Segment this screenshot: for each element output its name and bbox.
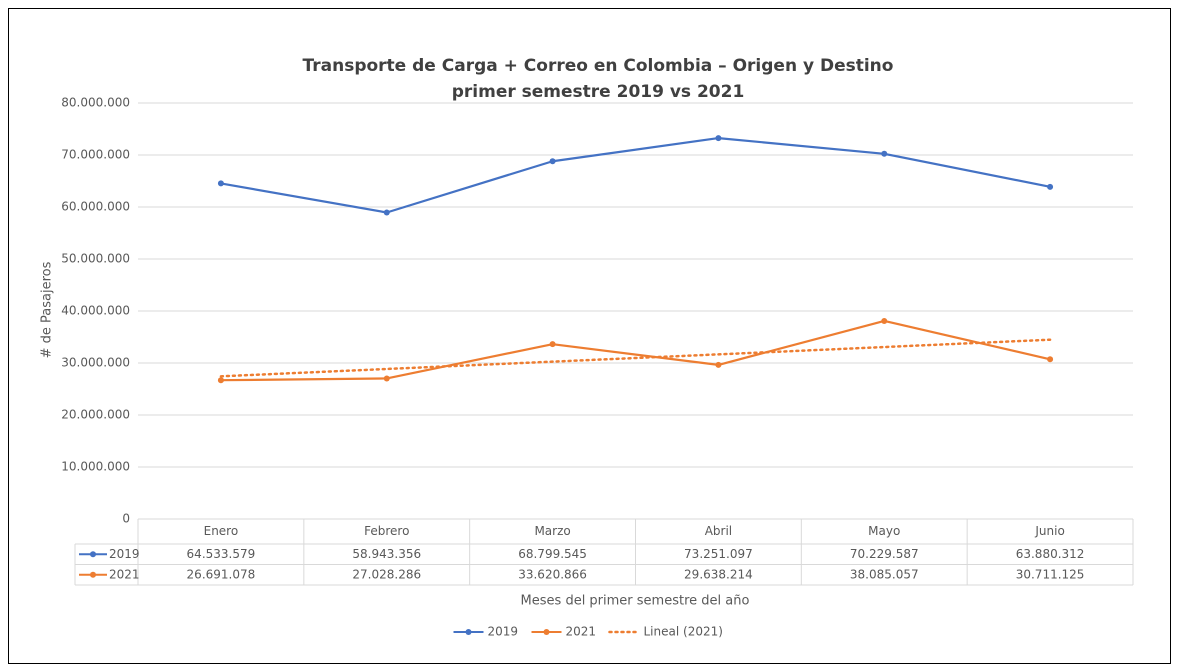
point	[383, 375, 390, 382]
point	[549, 341, 556, 348]
y-tick-label: 20.000.000	[61, 408, 130, 422]
table-legend-marker	[90, 571, 96, 578]
table-value: 30.711.125	[1016, 567, 1085, 581]
point	[217, 180, 224, 187]
y-tick-label: 40.000.000	[61, 304, 130, 318]
point	[715, 135, 722, 142]
x-tick-label: Marzo	[534, 524, 570, 538]
table-value: 70.229.587	[850, 547, 919, 561]
point	[383, 209, 390, 216]
table-value: 73.251.097	[684, 547, 753, 561]
legend-marker	[543, 629, 550, 635]
table-value: 29.638.214	[684, 567, 753, 581]
legend-label: Lineal (2021)	[644, 625, 723, 639]
y-tick-label: 30.000.000	[61, 356, 130, 370]
table-value: 33.620.866	[518, 567, 587, 581]
trend-line	[219, 338, 1052, 378]
table-value: 26.691.078	[187, 567, 256, 581]
series-line	[220, 136, 1051, 214]
point	[1047, 356, 1054, 363]
x-tick-label: Abril	[705, 524, 732, 538]
x-tick-label: Junio	[1034, 524, 1064, 538]
chart-border	[8, 8, 1171, 664]
x-tick-label: Mayo	[868, 524, 900, 538]
x-tick-label: Enero	[204, 524, 239, 538]
table-legend-marker	[90, 551, 96, 558]
table-series-name: 2019	[109, 547, 140, 561]
point	[1047, 183, 1054, 190]
table-value: 68.799.545	[518, 547, 587, 561]
y-tick-label: 0	[122, 512, 130, 526]
table-value: 64.533.579	[187, 547, 256, 561]
y-tick-label: 60.000.000	[61, 200, 130, 214]
point	[881, 317, 888, 324]
point	[881, 150, 888, 157]
point	[217, 377, 224, 384]
table-value: 63.880.312	[1016, 547, 1085, 561]
x-axis-title: Meses del primer semestre del año	[521, 594, 750, 609]
legend-label: 2021	[566, 625, 597, 639]
chart-title: Transporte de Carga + Correo en Colombia…	[303, 56, 894, 76]
y-tick-label: 80.000.000	[61, 96, 130, 110]
y-axis-title: # de Pasajeros	[40, 261, 55, 358]
series-line	[220, 319, 1051, 382]
x-tick-label: Febrero	[364, 524, 409, 538]
y-tick-label: 70.000.000	[61, 148, 130, 162]
table-value: 38.085.057	[850, 567, 919, 581]
legend-marker	[465, 629, 472, 635]
table-series-name: 2021	[109, 567, 140, 581]
chart-subtitle: primer semestre 2019 vs 2021	[452, 82, 745, 102]
table-value: 58.943.356	[352, 547, 421, 561]
table-value: 27.028.286	[352, 567, 421, 581]
y-tick-label: 10.000.000	[61, 460, 130, 474]
y-tick-label: 50.000.000	[61, 252, 130, 266]
legend-label: 2019	[488, 625, 519, 639]
point	[549, 158, 556, 165]
point	[715, 361, 722, 368]
